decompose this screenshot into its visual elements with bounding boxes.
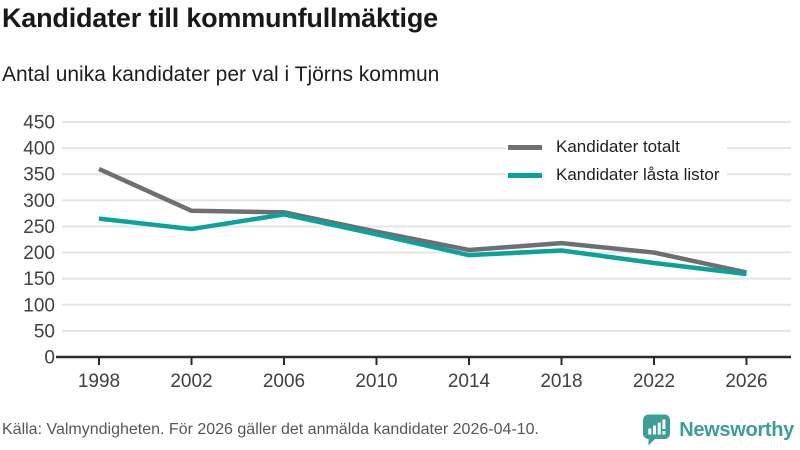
x-tick-label-2018: 2018	[540, 371, 582, 392]
x-tick-label-2010: 2010	[355, 371, 397, 392]
footer: Källa: Valmyndigheten. För 2026 gäller d…	[0, 412, 800, 450]
x-tick-label-2026: 2026	[725, 371, 767, 392]
y-tick-label-400: 400	[23, 139, 55, 160]
chart-legend: Kandidater totalt Kandidater låsta listo…	[506, 133, 728, 189]
newsworthy-speech-bubble-chart-icon	[643, 414, 671, 446]
x-tick-label-2022: 2022	[633, 371, 675, 392]
newsworthy-logo: Newsworthy	[642, 414, 794, 446]
x-tick-label-2002: 2002	[170, 371, 212, 392]
x-tick-label-1998: 1998	[78, 371, 120, 392]
y-tick-label-200: 200	[23, 243, 55, 264]
y-tick-label-100: 100	[23, 295, 55, 316]
legend-label-kandidater-totalt: Kandidater totalt	[556, 137, 680, 156]
series-line-kandidater-totalt	[98, 166, 747, 275]
y-tick-label-150: 150	[23, 269, 55, 290]
legend-swatch-kandidater-totalt	[508, 144, 542, 150]
newsworthy-wordmark: Newsworthy	[679, 418, 794, 441]
y-tick-label-350: 350	[23, 165, 55, 186]
source-note: Källa: Valmyndigheten. För 2026 gäller d…	[2, 421, 539, 438]
y-tick-label-250: 250	[23, 217, 55, 238]
x-tick-label-2014: 2014	[448, 371, 491, 392]
legend-swatch-kandidater-lasta-listor	[508, 172, 542, 178]
page-subtitle: Antal unika kandidater per val i Tjörns …	[2, 63, 440, 86]
series-line-kandidater-l-sta-listor	[98, 212, 747, 277]
legend-item-kandidater-lasta-listor: Kandidater låsta listor	[508, 163, 719, 187]
legend-item-kandidater-totalt: Kandidater totalt	[508, 135, 719, 159]
x-tick-label-2006: 2006	[263, 371, 305, 392]
y-tick-label-450: 450	[23, 113, 55, 134]
y-tick-label-300: 300	[23, 191, 55, 212]
legend-label-kandidater-lasta-listor: Kandidater låsta listor	[556, 165, 720, 184]
page-title: Kandidater till kommunfullmäktige	[2, 3, 438, 33]
y-tick-label-50: 50	[34, 321, 55, 342]
y-tick-label-0: 0	[44, 348, 55, 369]
